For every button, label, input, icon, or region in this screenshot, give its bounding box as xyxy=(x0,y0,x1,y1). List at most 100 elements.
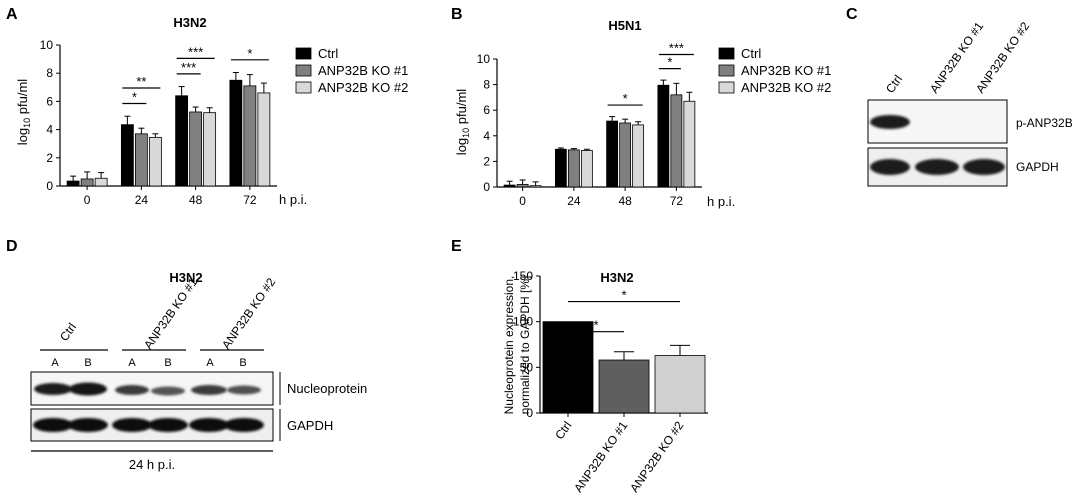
chart-e-ytick-label: 100 xyxy=(513,315,533,329)
chart-b-bar-anp32b-ko-1-72 xyxy=(670,94,683,188)
panel-e: E H3N2 Nucleoprotein expression, normali… xyxy=(451,238,708,493)
chart-e-xtick-label: ANP32B KO #2 xyxy=(627,418,686,493)
chart-a-bar-anp32b-ko-1-24 xyxy=(134,133,148,187)
panel-label-c: C xyxy=(846,6,858,23)
blot-d-band-np xyxy=(151,386,185,396)
chart-b-xtick-label: 0 xyxy=(519,194,526,208)
chart-a-legend-label-anp32b-ko-1: ANP32B KO #1 xyxy=(318,63,408,78)
panel-label-b: B xyxy=(451,6,463,23)
blot-c-row-gapdh: GAPDH xyxy=(1016,160,1059,174)
blot-d-band-gapdh xyxy=(148,418,188,432)
chart-b-ytick-label: 8 xyxy=(483,78,490,92)
blot-c-band-gapdh-ko1 xyxy=(915,159,959,175)
chart-a-xtick-label: 72 xyxy=(243,193,257,207)
chart-b-significance-label: * xyxy=(667,55,672,70)
blot-d-title: H3N2 xyxy=(169,270,202,285)
chart-a-legend-label-ctrl: Ctrl xyxy=(318,46,338,61)
chart-b-bar-ctrl-24 xyxy=(554,148,567,188)
blot-c-band-gapdh-ko2 xyxy=(963,159,1005,175)
chart-b-ytick-label: 0 xyxy=(483,180,490,194)
chart-b-bar-ctrl-0 xyxy=(503,184,516,188)
panel-label-d: D xyxy=(6,238,18,255)
chart-b-ytick-label: 4 xyxy=(483,129,490,143)
chart-a-ytick-label: 4 xyxy=(46,123,53,137)
chart-b-bar-anp32b-ko-1-24 xyxy=(567,149,580,188)
chart-a-xtick-label: 24 xyxy=(135,193,149,207)
chart-a-legend-swatch-anp32b-ko-1 xyxy=(295,64,312,77)
chart-b-legend-swatch-anp32b-ko-2 xyxy=(718,81,735,94)
chart-e-bar-anp32b-ko-2 xyxy=(654,355,706,414)
chart-e-xtick-label: ANP32B KO #1 xyxy=(571,418,630,493)
chart-a-bar-anp32b-ko-2-0 xyxy=(94,177,108,187)
chart-b-significance-label: *** xyxy=(669,41,684,56)
blot-d-band-np xyxy=(191,385,227,395)
chart-b-significance-label: * xyxy=(623,91,628,106)
blot-d-group-ctrl: Ctrl xyxy=(57,320,79,343)
chart-a-ytick-label: 6 xyxy=(46,94,53,108)
blot-d-band-np xyxy=(227,385,261,395)
chart-b-bar-anp32b-ko-2-24 xyxy=(580,150,593,188)
chart-a-title: H3N2 xyxy=(173,15,206,30)
chart-b-ytick-label: 10 xyxy=(477,52,491,66)
chart-e-bar-anp32b-ko-1 xyxy=(598,359,650,414)
chart-b-bar-ctrl-48 xyxy=(606,120,619,188)
blot-d-band-gapdh xyxy=(224,418,264,432)
blot-d-sublane: A xyxy=(51,357,59,369)
chart-b-xtick-label: 48 xyxy=(618,194,632,208)
chart-b-title: H5N1 xyxy=(608,18,641,33)
blot-c-lane-ctrl: Ctrl xyxy=(883,72,905,95)
chart-e-significance-label: * xyxy=(593,318,598,333)
chart-b-ylabel: log10 pfu/ml xyxy=(454,89,471,155)
chart-b-bar-anp32b-ko-2-0 xyxy=(529,185,542,188)
blot-c-row-panb: p-ANP32B xyxy=(1016,116,1073,130)
chart-e-ytick-label: 50 xyxy=(520,360,534,374)
chart-a-legend-label-anp32b-ko-2: ANP32B KO #2 xyxy=(318,80,408,95)
chart-a-bar-anp32b-ko-2-48 xyxy=(203,112,217,187)
chart-a-ytick-label: 10 xyxy=(40,38,54,52)
blot-d-group-ko1: ANP32B KO #1 xyxy=(141,275,200,352)
chart-a-bar-ctrl-72 xyxy=(229,79,243,187)
chart-e-significance-label: * xyxy=(621,288,626,303)
blot-d-footer: 24 h p.i. xyxy=(129,457,175,472)
panel-label-a: A xyxy=(6,6,18,23)
chart-a-bar-ctrl-48 xyxy=(175,95,189,187)
chart-b-legend-label-anp32b-ko-2: ANP32B KO #2 xyxy=(741,80,831,95)
blot-d-sublane: A xyxy=(206,357,214,369)
chart-e-ylabel-line1: Nucleoprotein expression, xyxy=(502,276,516,415)
chart-a-significance-label: *** xyxy=(188,44,203,59)
chart-a-bar-anp32b-ko-1-48 xyxy=(189,111,203,187)
chart-a-bar-ctrl-24 xyxy=(120,124,134,187)
blot-d-row-gapdh: GAPDH xyxy=(287,418,333,433)
panel-d: D H3N2 Ctrl ANP32B KO #1 ANP32B KO #2 A … xyxy=(6,238,367,472)
chart-b-bar-anp32b-ko-1-0 xyxy=(516,184,529,188)
panel-c: C Ctrl ANP32B KO #1 ANP32B KO #2 p-ANP32… xyxy=(846,6,1073,187)
chart-b-bar-anp32b-ko-1-48 xyxy=(619,122,632,188)
chart-a-ylabel: log10 pfu/ml xyxy=(15,79,32,145)
chart-a-xlabel: h p.i. xyxy=(279,192,307,207)
chart-e-xtick-label: Ctrl xyxy=(552,419,574,442)
chart-a-xtick-label: 48 xyxy=(189,193,203,207)
chart-a-significance-label: ** xyxy=(136,74,146,89)
blot-d-band-np xyxy=(115,385,149,395)
chart-a-significance-label: * xyxy=(247,46,252,61)
blot-d-sublane: B xyxy=(164,357,171,369)
chart-a-bar-anp32b-ko-2-24 xyxy=(148,136,162,187)
blot-c-band-panb-ctrl xyxy=(870,115,910,129)
blot-d-band-gapdh xyxy=(112,418,152,432)
chart-e-bar-ctrl xyxy=(542,321,594,414)
chart-a-ytick-label: 2 xyxy=(46,151,53,165)
blot-d-row-nucleoprotein: Nucleoprotein xyxy=(287,381,367,396)
blot-d-sublane: B xyxy=(84,357,91,369)
chart-a-legend-swatch-ctrl xyxy=(295,47,312,60)
chart-b-legend-swatch-ctrl xyxy=(718,47,735,60)
blot-d-band-gapdh xyxy=(68,418,108,432)
blot-d-band-gapdh xyxy=(189,418,229,432)
panel-label-e: E xyxy=(451,238,462,255)
chart-b-xlabel: h p.i. xyxy=(707,194,735,209)
chart-a-significance-label: *** xyxy=(181,60,196,75)
blot-d-group-ko2: ANP32B KO #2 xyxy=(219,275,278,352)
blot-d-membrane-nucleoprotein xyxy=(30,371,274,406)
chart-b-ytick-label: 6 xyxy=(483,103,490,117)
